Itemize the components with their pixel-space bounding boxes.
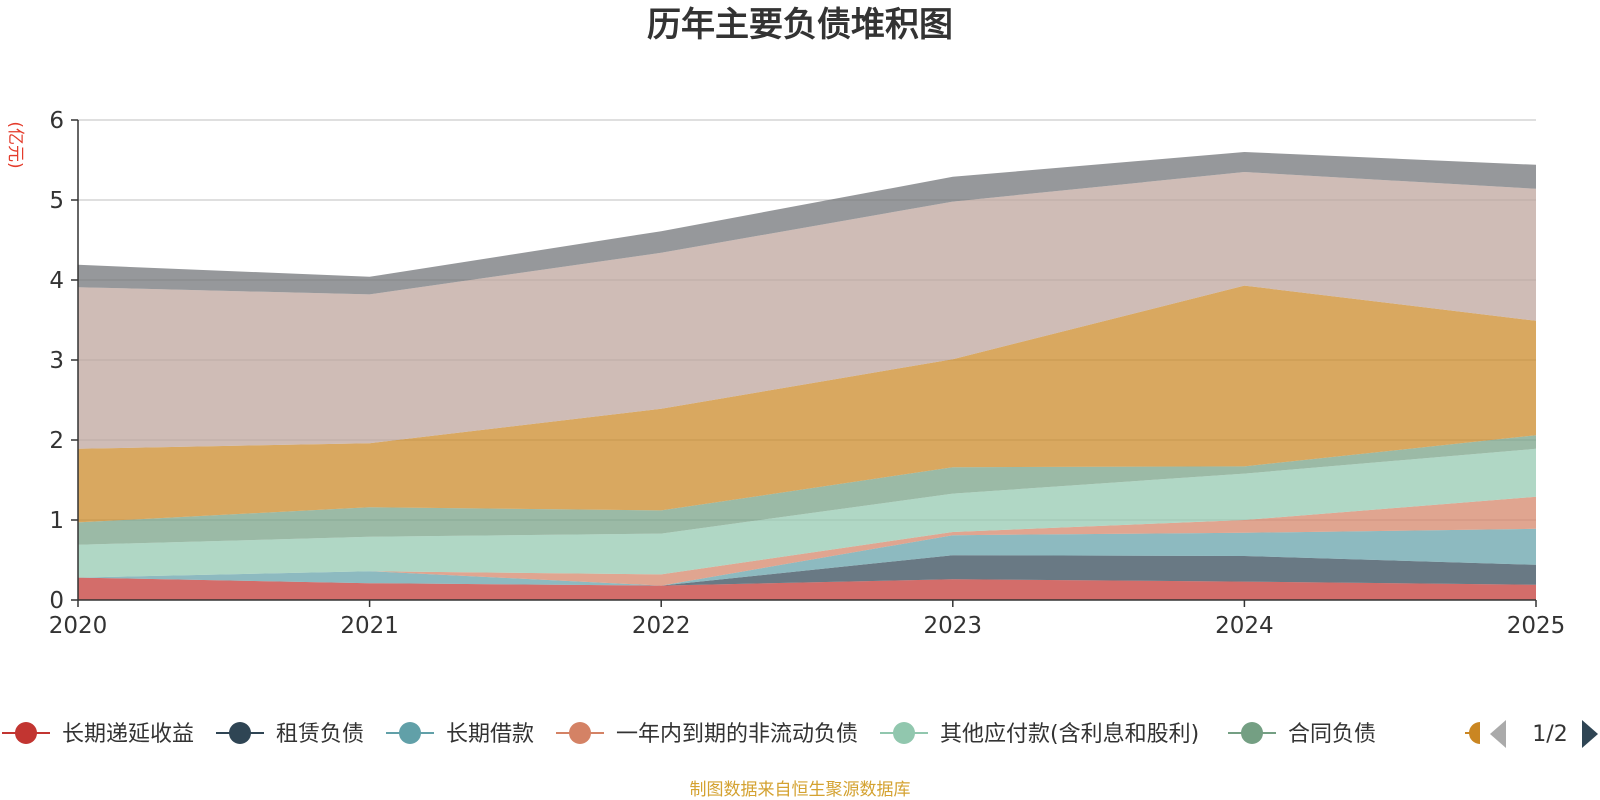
legend-marker-icon bbox=[15, 722, 37, 744]
x-tick-label: 2023 bbox=[924, 613, 983, 639]
area-series[interactable] bbox=[78, 172, 1536, 449]
y-tick-label: 2 bbox=[49, 428, 64, 454]
data-source-note: 制图数据来自恒生聚源数据库 bbox=[690, 780, 911, 800]
legend-item[interactable]: 租赁负债 bbox=[216, 722, 364, 747]
legend-item[interactable]: 长期递延收益 bbox=[2, 722, 194, 747]
legend-item[interactable]: 一年内到期的非流动负债 bbox=[556, 722, 858, 747]
y-tick-label: 1 bbox=[49, 508, 64, 534]
area-series[interactable] bbox=[78, 577, 1536, 600]
area-series[interactable] bbox=[78, 448, 1536, 578]
legend[interactable]: 长期递延收益 租赁负债 长期借款 一年内到期的非流动负债 其他应付款(含利息和股利) 合同… bbox=[2, 720, 1598, 748]
legend-item[interactable]: 其他应付款(含利息和股利) bbox=[880, 722, 1199, 747]
legend-label: 一年内到期的非流动负债 bbox=[616, 722, 858, 747]
area-series[interactable] bbox=[78, 152, 1536, 295]
y-tick-label: 4 bbox=[49, 268, 64, 294]
legend-marker-icon bbox=[893, 722, 915, 744]
legend-marker-icon bbox=[1469, 722, 1480, 744]
area-series[interactable] bbox=[78, 435, 1536, 545]
legend-item[interactable]: 长期借款 bbox=[386, 722, 534, 747]
legend-item-partial[interactable] bbox=[1465, 722, 1480, 744]
area-series[interactable] bbox=[78, 555, 1536, 586]
axes: 2020 2021 2022 2023 2024 2025 bbox=[49, 120, 1566, 639]
legend-next-page-icon[interactable] bbox=[1582, 720, 1598, 748]
chart-title: 历年主要负债堆积图 bbox=[647, 5, 953, 45]
legend-prev-page-icon[interactable] bbox=[1490, 720, 1506, 748]
x-tick-label: 2024 bbox=[1215, 613, 1274, 639]
legend-marker-icon bbox=[1241, 722, 1263, 744]
y-tick-label: 5 bbox=[49, 188, 64, 214]
y-axis-unit: (亿元) bbox=[5, 121, 25, 168]
legend-label: 长期递延收益 bbox=[62, 722, 194, 747]
x-tick-label: 2025 bbox=[1507, 613, 1566, 639]
y-tick-label: 3 bbox=[49, 348, 64, 374]
x-tick-label: 2020 bbox=[49, 613, 108, 639]
legend-label: 其他应付款(含利息和股利) bbox=[940, 722, 1199, 747]
area-series[interactable] bbox=[78, 285, 1536, 523]
legend-item[interactable]: 合同负债 bbox=[1228, 722, 1376, 747]
x-tick-label: 2021 bbox=[340, 613, 399, 639]
legend-label: 租赁负债 bbox=[276, 722, 364, 747]
legend-marker-icon bbox=[229, 722, 251, 744]
x-tick-label: 2022 bbox=[632, 613, 691, 639]
legend-page-indicator: 1/2 bbox=[1532, 722, 1567, 747]
legend-label: 长期借款 bbox=[446, 722, 534, 747]
y-tick-label: 0 bbox=[49, 588, 64, 614]
area-series-group bbox=[78, 152, 1536, 600]
legend-marker-icon bbox=[569, 722, 591, 744]
legend-label: 合同负债 bbox=[1288, 722, 1376, 747]
y-tick-label: 6 bbox=[49, 108, 64, 134]
legend-marker-icon bbox=[399, 722, 421, 744]
area-series[interactable] bbox=[78, 528, 1536, 586]
